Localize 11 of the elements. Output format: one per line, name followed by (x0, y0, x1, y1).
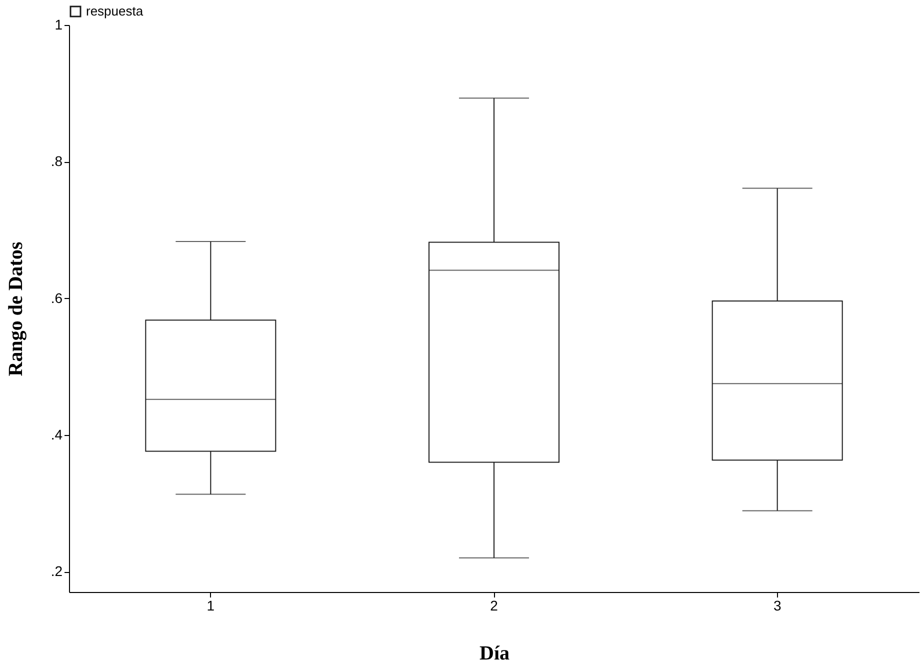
x-tick-label: 3 (773, 598, 782, 614)
legend-label: respuesta (86, 4, 144, 18)
y-tick-label: .8 (50, 153, 63, 170)
x-tick-label: 1 (206, 598, 215, 614)
y-tick-label: 1 (54, 16, 63, 32)
y-tick-label: .4 (50, 426, 63, 442)
y-tick-label: .6 (50, 290, 63, 306)
y-tick-label: .2 (50, 563, 63, 580)
x-tick-label: 2 (490, 598, 498, 614)
y-axis-title: Rango de Datos (4, 242, 27, 376)
x-axis-title: Día (480, 642, 510, 664)
